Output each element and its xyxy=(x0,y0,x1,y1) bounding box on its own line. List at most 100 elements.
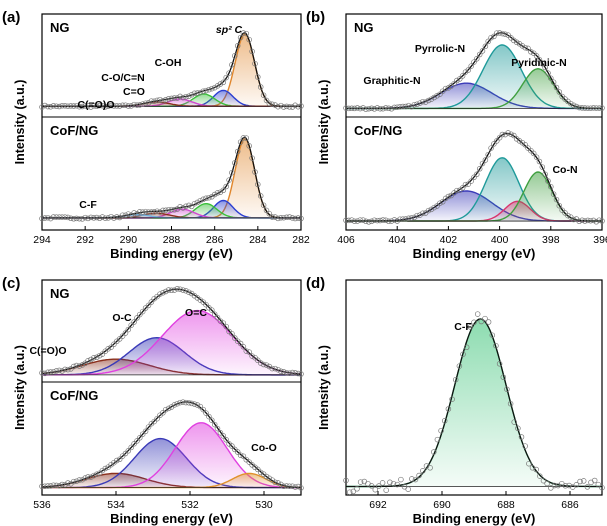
data-point xyxy=(539,164,546,170)
data-point xyxy=(292,484,298,490)
data-point xyxy=(148,299,155,305)
data-point xyxy=(137,102,143,108)
data-point xyxy=(425,97,432,104)
data-point xyxy=(206,413,212,420)
data-point xyxy=(595,481,602,488)
data-point xyxy=(580,478,587,484)
data-point xyxy=(582,105,588,111)
data-point xyxy=(357,479,364,485)
data-point xyxy=(59,481,65,488)
data-point xyxy=(565,212,571,219)
data-point xyxy=(431,449,437,455)
data-point xyxy=(263,473,270,480)
data-point xyxy=(385,105,392,112)
x-tick-label: 402 xyxy=(440,234,458,246)
data-point xyxy=(515,425,521,432)
data-point xyxy=(39,215,45,222)
data-point xyxy=(197,297,204,303)
data-point xyxy=(522,142,528,148)
data-point xyxy=(105,103,111,109)
data-point xyxy=(237,139,244,145)
data-point xyxy=(99,102,106,109)
data-point xyxy=(194,402,201,408)
data-point xyxy=(533,154,540,160)
data-point xyxy=(70,103,77,109)
data-point xyxy=(125,103,132,109)
data-point xyxy=(240,344,247,350)
data-point xyxy=(596,105,602,111)
data-point xyxy=(252,169,258,175)
data-point xyxy=(76,103,83,110)
data-point xyxy=(91,215,97,221)
data-point xyxy=(119,102,126,109)
data-point xyxy=(459,73,466,79)
data-point xyxy=(351,105,358,112)
data-point xyxy=(366,219,372,225)
data-point xyxy=(275,366,281,373)
data-point xyxy=(502,31,509,38)
data-point xyxy=(142,100,149,106)
data-point xyxy=(576,218,582,225)
peak-annotation: Graphitic-N xyxy=(363,75,420,87)
x-axis-label: Binding energy (eV) xyxy=(413,511,536,526)
data-point xyxy=(536,158,543,165)
data-point xyxy=(593,105,600,111)
data-point xyxy=(445,85,452,91)
data-point xyxy=(434,436,441,443)
data-point xyxy=(548,183,554,190)
data-point xyxy=(73,478,80,484)
data-point xyxy=(79,362,86,368)
x-tick-label: 536 xyxy=(33,499,51,511)
data-point xyxy=(79,103,86,110)
data-point xyxy=(411,214,418,221)
data-point xyxy=(180,94,186,101)
data-point xyxy=(73,102,80,109)
data-point xyxy=(56,214,63,220)
data-point xyxy=(441,418,448,424)
data-point xyxy=(434,93,440,99)
envelope-line xyxy=(41,401,302,489)
data-point xyxy=(249,155,255,161)
data-point xyxy=(357,217,363,223)
data-point xyxy=(354,218,361,224)
data-point xyxy=(374,217,381,224)
data-point xyxy=(39,370,45,376)
data-point xyxy=(39,483,45,490)
data-point xyxy=(425,207,432,214)
x-tick-label: 534 xyxy=(107,499,125,511)
data-point xyxy=(102,465,109,472)
data-point xyxy=(522,44,528,51)
subplot-ng: NG Graphitic-N Pyrrolic-N Pyridinic-N xyxy=(343,20,605,112)
data-point xyxy=(255,466,261,473)
data-point xyxy=(533,466,539,473)
data-point xyxy=(85,215,91,222)
data-point xyxy=(488,34,494,41)
data-point xyxy=(431,94,437,101)
data-point xyxy=(513,136,520,142)
data-point xyxy=(174,286,181,292)
data-point xyxy=(174,400,181,407)
subplot-ng: NG O-C O=C C(=O)O xyxy=(29,286,304,377)
data-point xyxy=(249,353,255,359)
data-point xyxy=(278,481,284,488)
data-point xyxy=(255,181,261,188)
data-point xyxy=(292,215,298,222)
data-point xyxy=(505,32,511,38)
peak-fill xyxy=(42,200,301,218)
data-point xyxy=(214,425,221,432)
data-point xyxy=(417,212,423,218)
y-axis-label: Intensity (a.u.) xyxy=(317,345,331,430)
data-point xyxy=(456,363,463,369)
data-point xyxy=(229,169,235,176)
data-point xyxy=(93,214,100,221)
data-point xyxy=(234,148,241,155)
peak-fill xyxy=(346,157,602,221)
data-point xyxy=(70,478,77,485)
data-point xyxy=(474,311,481,317)
data-point xyxy=(269,214,275,220)
data-point xyxy=(482,157,489,163)
data-point xyxy=(85,474,91,480)
data-point xyxy=(232,160,238,166)
data-point xyxy=(283,483,290,489)
data-point xyxy=(479,160,486,167)
